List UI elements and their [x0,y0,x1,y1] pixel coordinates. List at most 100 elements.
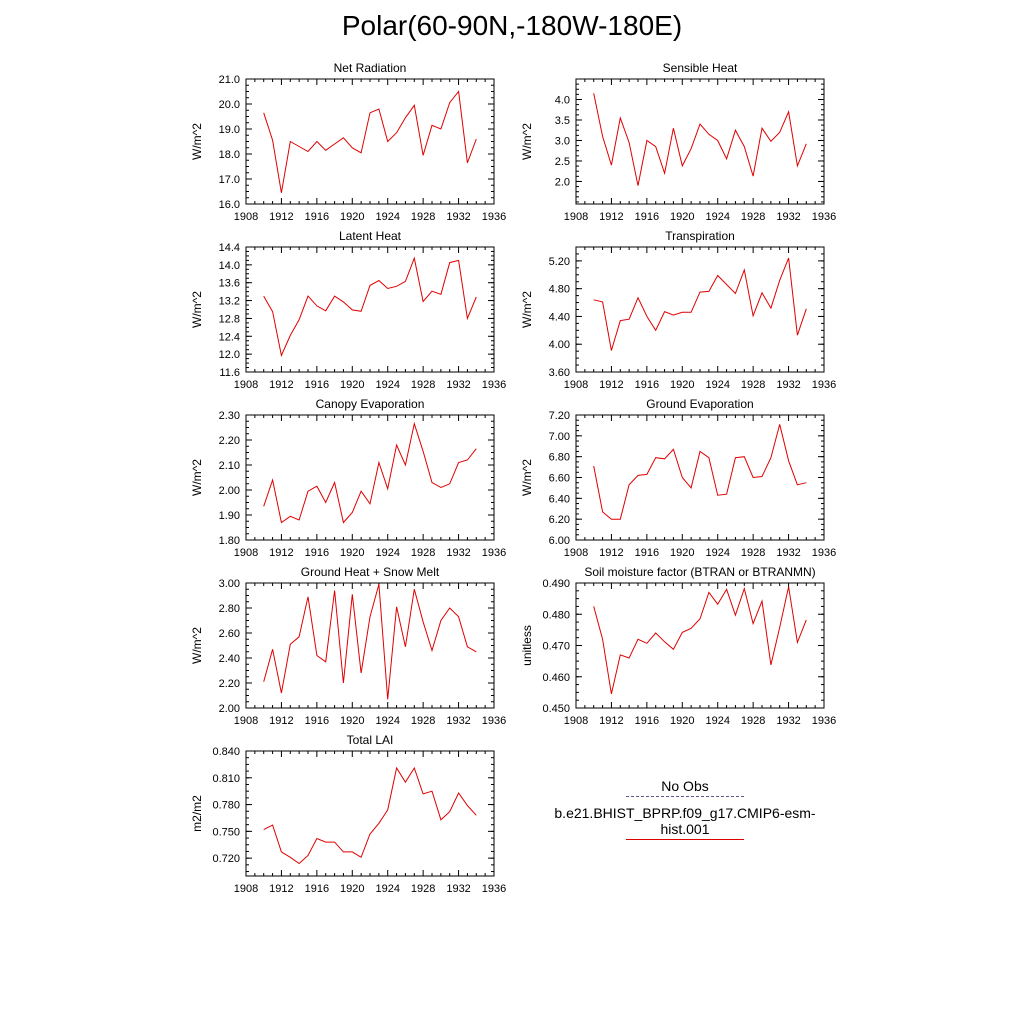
legend-swatch-model [626,839,744,840]
x-tick-label: 1908 [234,883,258,895]
y-tick-label: 5.20 [549,256,570,268]
y-tick-label: 18.0 [219,149,240,161]
y-tick-label: 0.480 [542,609,570,621]
x-tick-label: 1928 [741,547,765,559]
y-tick-label: 0.780 [212,800,240,812]
legend-entry-model: b.e21.BHIST_BPRP.f09_g17.CMIP6-esm-hist.… [540,805,830,840]
y-axis-label: W/m^2 [190,291,204,328]
x-tick-label: 1932 [446,379,470,391]
y-tick-label: 13.2 [219,296,240,308]
legend-entry-no-obs: No Obs [540,778,830,797]
x-tick-label: 1908 [234,379,258,391]
y-tick-label: 2.40 [219,653,240,665]
x-tick-label: 1920 [340,547,364,559]
y-tick-label: 6.80 [549,452,570,464]
x-tick-label: 1936 [812,715,836,727]
y-tick-label: 2.5 [555,156,570,168]
x-tick-label: 1916 [635,547,659,559]
plot-frame [575,246,825,373]
x-tick-label: 1924 [375,883,399,895]
x-tick-label: 1916 [635,379,659,391]
series-line [593,93,807,186]
legend: No Obs b.e21.BHIST_BPRP.f09_g17.CMIP6-es… [540,778,830,848]
x-tick-label: 1936 [482,379,506,391]
y-axis-label: W/m^2 [190,459,204,496]
x-tick-label: 1936 [812,211,836,223]
chart-title: Latent Heat [339,229,402,243]
y-tick-label: 3.60 [549,367,570,379]
y-tick-label: 2.20 [219,678,240,690]
y-tick-label: 12.0 [219,349,240,361]
x-tick-label: 1924 [705,379,729,391]
chart-title: Net Radiation [334,61,407,75]
x-tick-label: 1924 [705,547,729,559]
y-tick-label: 3.0 [555,135,570,147]
chart-panel-canopy-evaporation: Canopy Evaporation W/m^2 1908 1912 1916 1920 1… [190,397,506,559]
x-tick-label: 1924 [705,715,729,727]
x-tick-label: 1920 [340,379,364,391]
plot-frame [575,414,825,541]
x-tick-label: 1936 [482,883,506,895]
x-tick-label: 1908 [234,715,258,727]
x-tick-label: 1928 [741,715,765,727]
y-tick-label: 14.4 [219,242,240,254]
x-tick-label: 1916 [305,379,329,391]
chart-title: Ground Heat + Snow Melt [301,565,440,579]
x-tick-label: 1920 [670,715,694,727]
plot-frame [575,78,825,205]
chart-title: Canopy Evaporation [316,397,425,411]
chart-panel-ground-heat-snow-melt: Ground Heat + Snow Melt W/m^2 1908 1912 1916… [190,565,506,727]
y-tick-label: 2.10 [219,460,240,472]
chart-panel-transpiration: Transpiration W/m^2 1908 1912 1916 1920 1924 19… [520,229,836,391]
legend-label-no-obs: No Obs [661,778,709,794]
x-tick-label: 1936 [482,547,506,559]
y-tick-label: 6.20 [549,514,570,526]
series-line [263,90,477,193]
y-tick-label: 12.4 [219,331,240,343]
x-tick-label: 1920 [670,547,694,559]
x-tick-label: 1912 [269,715,293,727]
x-tick-label: 1916 [635,211,659,223]
x-tick-label: 1924 [375,715,399,727]
y-tick-label: 14.0 [219,260,240,272]
y-tick-label: 2.00 [219,485,240,497]
series-line [263,584,477,700]
chart-title: Total LAI [347,733,394,747]
legend-swatch-no-obs [626,796,744,797]
x-tick-label: 1924 [375,547,399,559]
x-tick-label: 1916 [305,547,329,559]
x-tick-label: 1908 [564,715,588,727]
y-tick-label: 0.840 [212,746,240,758]
x-tick-label: 1932 [776,547,800,559]
y-tick-label: 2.20 [219,435,240,447]
series-line [263,421,477,524]
x-tick-label: 1932 [776,379,800,391]
y-tick-label: 3.5 [555,115,570,127]
y-tick-label: 6.00 [549,535,570,547]
x-tick-label: 1928 [741,211,765,223]
x-tick-label: 1916 [305,715,329,727]
y-axis-label: W/m^2 [520,459,534,496]
y-tick-label: 16.0 [219,199,240,211]
x-tick-label: 1916 [635,715,659,727]
y-tick-label: 4.00 [549,339,570,351]
x-tick-label: 1928 [411,379,435,391]
y-tick-label: 1.80 [219,535,240,547]
y-tick-label: 17.0 [219,174,240,186]
series-line [263,256,477,358]
y-tick-label: 0.750 [212,826,240,838]
chart-panel-net-radiation: Net Radiation W/m^2 1908 1912 1916 1920 1924 19… [190,61,506,223]
y-tick-label: 0.490 [542,578,570,590]
y-tick-label: 2.60 [219,628,240,640]
y-axis-label: W/m^2 [190,627,204,664]
y-tick-label: 20.0 [219,99,240,111]
x-tick-label: 1912 [599,547,623,559]
x-tick-label: 1928 [411,883,435,895]
y-tick-label: 11.6 [219,367,240,379]
y-tick-label: 1.90 [219,510,240,522]
chart-title: Transpiration [665,229,735,243]
y-tick-label: 4.40 [549,311,570,323]
x-tick-label: 1936 [812,379,836,391]
y-tick-label: 6.40 [549,493,570,505]
x-tick-label: 1928 [411,547,435,559]
